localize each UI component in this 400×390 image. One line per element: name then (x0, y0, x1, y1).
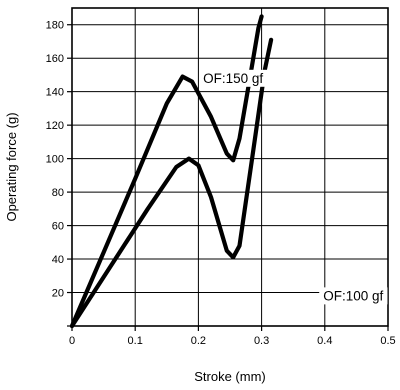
annotation-label-2: OF:100 gf (323, 288, 383, 303)
x-tick-label: 0 (69, 335, 75, 347)
y-tick-label: 160 (46, 53, 64, 65)
annotation-layer: OF:150 gf OF:100 gf (199, 69, 388, 305)
x-axis-label: Stroke (mm) (194, 369, 266, 384)
x-tick-label: 0.1 (128, 335, 143, 347)
y-tick-label: 80 (52, 187, 64, 199)
annotation-background-1 (199, 69, 268, 87)
y-tick-label: 100 (46, 154, 64, 166)
y-tick-label: 140 (46, 87, 64, 99)
annotation-label-1: OF:150 gf (203, 71, 263, 86)
y-tick-label: 180 (46, 20, 64, 32)
x-tick-label: 0.5 (380, 335, 395, 347)
plot-frame (71, 7, 389, 327)
x-tick-label: 0.2 (191, 335, 206, 347)
y-axis-ticks: 20 40 60 80 100 120 140 160 180 (46, 20, 72, 327)
annotation-background-2 (319, 287, 388, 305)
x-tick-label: 0.4 (317, 335, 332, 347)
y-axis-label: Operating force (g) (4, 112, 19, 221)
y-tick-label: 40 (52, 254, 64, 266)
y-tick-label: 60 (52, 221, 64, 233)
series-line-2 (69, 37, 274, 329)
x-tick-label: 0.3 (254, 335, 269, 347)
x-axis-ticks: 0 0.1 0.2 0.3 0.4 0.5 (69, 326, 396, 347)
y-tick-label: 120 (46, 120, 64, 132)
y-tick-label: 20 (52, 288, 64, 300)
